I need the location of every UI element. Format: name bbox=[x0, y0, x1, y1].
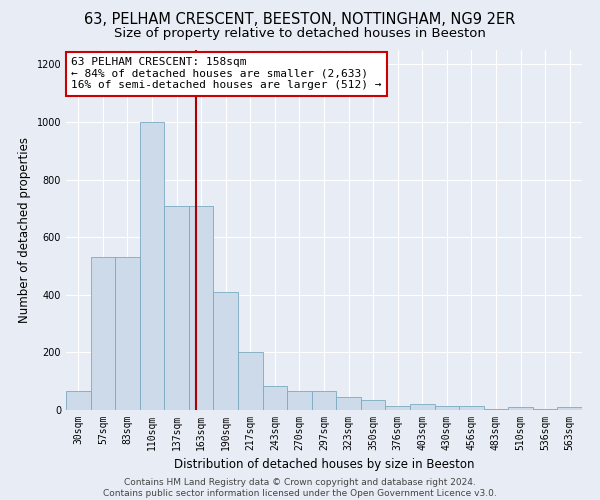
Bar bbox=[508, 407, 533, 410]
Bar bbox=[410, 404, 434, 410]
Bar bbox=[263, 386, 287, 410]
Y-axis label: Number of detached properties: Number of detached properties bbox=[18, 137, 31, 323]
X-axis label: Distribution of detached houses by size in Beeston: Distribution of detached houses by size … bbox=[174, 458, 474, 471]
Bar bbox=[385, 406, 410, 410]
Bar bbox=[189, 206, 214, 410]
Bar bbox=[115, 258, 140, 410]
Bar bbox=[312, 392, 336, 410]
Bar bbox=[164, 206, 189, 410]
Text: Size of property relative to detached houses in Beeston: Size of property relative to detached ho… bbox=[114, 28, 486, 40]
Bar bbox=[336, 397, 361, 410]
Text: 63 PELHAM CRESCENT: 158sqm
← 84% of detached houses are smaller (2,633)
16% of s: 63 PELHAM CRESCENT: 158sqm ← 84% of deta… bbox=[71, 57, 382, 90]
Bar bbox=[361, 400, 385, 410]
Text: 63, PELHAM CRESCENT, BEESTON, NOTTINGHAM, NG9 2ER: 63, PELHAM CRESCENT, BEESTON, NOTTINGHAM… bbox=[85, 12, 515, 28]
Text: Contains HM Land Registry data © Crown copyright and database right 2024.
Contai: Contains HM Land Registry data © Crown c… bbox=[103, 478, 497, 498]
Bar bbox=[484, 408, 508, 410]
Bar bbox=[140, 122, 164, 410]
Bar bbox=[91, 258, 115, 410]
Bar bbox=[533, 408, 557, 410]
Bar bbox=[214, 292, 238, 410]
Bar bbox=[459, 406, 484, 410]
Bar bbox=[434, 406, 459, 410]
Bar bbox=[287, 392, 312, 410]
Bar bbox=[557, 407, 582, 410]
Bar bbox=[238, 352, 263, 410]
Bar bbox=[66, 392, 91, 410]
